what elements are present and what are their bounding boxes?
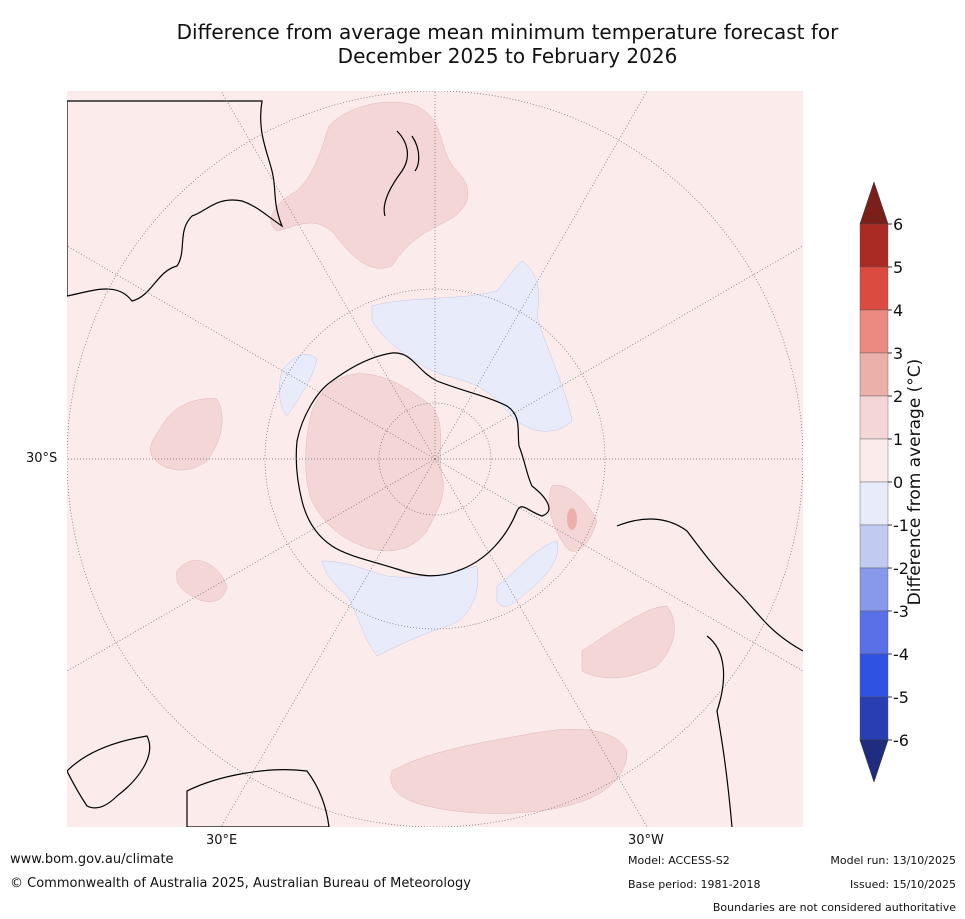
colorbar-swatch: [859, 696, 889, 741]
colorbar-tick-label: 5: [893, 258, 903, 277]
warm-anomaly-peak: [567, 508, 577, 530]
colorbar-tick-label: -5: [893, 688, 909, 707]
colorbar-tick-label: -6: [893, 731, 909, 750]
title-line-1: Difference from average mean minimum tem…: [176, 20, 839, 44]
graticule: [67, 91, 803, 827]
colorbar-swatch: [859, 352, 889, 397]
africa-coastline: [67, 735, 330, 827]
colorbar-tick-label: -2: [893, 559, 909, 578]
antarctica-coastline: [295, 352, 550, 577]
chart-title: Difference from average mean minimum tem…: [0, 20, 965, 68]
warm-anomaly-antarctica: [305, 373, 444, 552]
colorbar-tick-label: -4: [893, 645, 909, 664]
colorbar-swatch: [859, 567, 889, 612]
colorbar-svg: 6 5 4 3 2 1 0 -1 -2 -3 -4 -5 -6: [859, 181, 909, 783]
title-line-2: December 2025 to February 2026: [337, 44, 678, 68]
warm-anomaly-south-america: [581, 605, 675, 679]
longitude-label-30e: 30°E: [206, 833, 238, 848]
warm-anomaly-indian-ocean: [150, 398, 223, 471]
colorbar-title: Difference from average (°C): [905, 358, 925, 606]
cool-anomaly-weddell: [321, 560, 479, 657]
colorbar-swatch: [859, 395, 889, 440]
footer-base-period: Base period: 1981-2018: [628, 878, 761, 891]
colorbar-tick-label: -3: [893, 602, 909, 621]
footer-disclaimer: Boundaries are not considered authoritat…: [712, 901, 956, 914]
colorbar-tick-label: -1: [893, 516, 909, 535]
colorbar-tick-label: 6: [893, 215, 903, 234]
map-svg: [67, 91, 803, 827]
south-america-coastline: [616, 518, 803, 827]
colorbar-swatch: [859, 524, 889, 569]
warm-anomaly-tasman: [270, 101, 468, 269]
warm-anomaly-patch: [176, 560, 228, 602]
australia-coastline: [67, 100, 284, 302]
colorbar-swatch: [859, 266, 889, 311]
colorbar-under-extension: [859, 739, 889, 783]
new-zealand-coastline: [383, 130, 420, 217]
colorbar-swatch: [859, 309, 889, 354]
footer-model-run: Model run: 13/10/2025: [830, 854, 956, 867]
colorbar-tick-label: 1: [893, 430, 903, 449]
cool-anomaly-pacific: [371, 260, 573, 432]
colorbar-swatch: [859, 653, 889, 698]
warm-anomaly-south-pacific: [390, 728, 628, 814]
latitude-label-30s: 30°S: [26, 451, 58, 466]
colorbar-tick-label: 4: [893, 301, 903, 320]
longitude-label-30w: 30°W: [628, 833, 664, 848]
colorbar: 6 5 4 3 2 1 0 -1 -2 -3 -4 -5 -6: [858, 181, 948, 783]
colorbar-tick-label: 2: [893, 387, 903, 406]
colorbar-tick-label: 0: [893, 473, 903, 492]
polar-map: [67, 91, 803, 827]
footer-model: Model: ACCESS-S2: [628, 854, 730, 867]
footer-url: www.bom.gov.au/climate: [10, 852, 174, 867]
colorbar-tick-label: 3: [893, 344, 903, 363]
colorbar-swatch: [859, 481, 889, 526]
cool-anomaly-south-atlantic: [496, 540, 559, 607]
footer-copyright: © Commonwealth of Australia 2025, Austra…: [10, 876, 471, 891]
colorbar-swatch: [859, 223, 889, 268]
colorbar-swatch: [859, 438, 889, 483]
colorbar-over-extension: [859, 181, 889, 225]
colorbar-swatch: [859, 610, 889, 655]
footer-issued: Issued: 15/10/2025: [849, 878, 956, 891]
